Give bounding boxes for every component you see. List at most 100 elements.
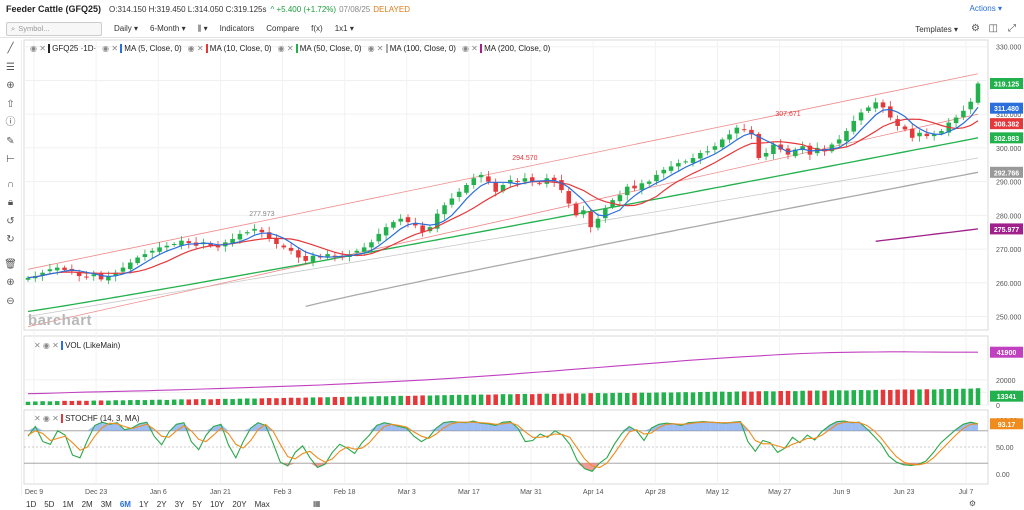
volume-bar	[486, 394, 491, 405]
legend-ma200-label: MA (200, Close, 0)	[480, 44, 551, 53]
stoch-value-tag-bg	[990, 418, 1023, 430]
volume-bar	[515, 394, 520, 405]
range-button-1m[interactable]: 1M	[62, 499, 74, 509]
candle-body	[398, 218, 403, 222]
volume-bar	[522, 393, 528, 405]
range-button-3m[interactable]: 3M	[100, 499, 112, 509]
range-button-max[interactable]: Max	[254, 499, 270, 509]
range-button-3y[interactable]: 3Y	[174, 499, 185, 509]
chart-svg[interactable]: 277.973 294.570 307.671 250.000 260.000 270.…	[0, 0, 1024, 498]
candle-body	[106, 276, 111, 281]
volume-bar	[25, 401, 31, 405]
trendline	[27, 157, 979, 317]
compare-button[interactable]: Compare	[266, 24, 300, 33]
arrow-up-icon[interactable]: ⇧	[6, 98, 15, 110]
legend-ma5[interactable]: ◉ ✕ MA (5, Close, 0)	[102, 44, 182, 53]
camera-icon[interactable]: ◫	[988, 23, 998, 34]
overbought-fill	[666, 423, 674, 431]
volume-bar	[354, 396, 360, 405]
zoom-in-icon[interactable]: ⊕	[6, 277, 15, 288]
pencil-icon[interactable]: ✎	[6, 135, 15, 147]
candle-body	[493, 182, 498, 192]
gear-icon[interactable]: ⚙	[971, 23, 980, 34]
trash-icon[interactable]: 🗑︎	[4, 258, 17, 270]
magnet-icon[interactable]: ∩	[6, 178, 15, 190]
range-button-10y[interactable]: 10Y	[210, 499, 225, 509]
crosshair-icon[interactable]: ⊕	[6, 80, 15, 91]
templates-button[interactable]: Templates ▾	[915, 25, 958, 34]
volume-bar	[303, 397, 308, 405]
line-tool-icon[interactable]: ╱	[7, 43, 14, 54]
zoom-out-icon[interactable]: ⊖	[6, 295, 15, 307]
overbought-fill	[844, 421, 852, 431]
candle-body	[559, 180, 564, 191]
range-button-2y[interactable]: 2Y	[156, 499, 167, 509]
candle-body	[25, 277, 31, 280]
range-button-5d[interactable]: 5D	[44, 499, 55, 509]
candle-body	[975, 83, 981, 103]
symbol-search-input[interactable]: ⌕ Symbol...	[6, 21, 102, 36]
volume-bar	[149, 399, 155, 405]
fib-tool-icon[interactable]: ☰	[6, 61, 15, 73]
candle-body	[741, 129, 747, 131]
range-button-5y[interactable]: 5Y	[192, 499, 203, 509]
volume-bar	[142, 400, 148, 405]
candle-body	[420, 225, 425, 233]
info-icon[interactable]: ⓘ	[5, 117, 16, 128]
candle-body	[325, 254, 330, 257]
interval-dropdown[interactable]: Daily ▾	[114, 24, 138, 33]
volume-bar	[288, 397, 294, 405]
candle-body	[281, 245, 287, 248]
volume-bar	[939, 389, 944, 405]
legend-ma50[interactable]: ◉ ✕ MA (50, Close, 0)	[278, 44, 362, 53]
candle-body	[157, 247, 162, 252]
volume-bar	[157, 399, 162, 405]
candle-body	[354, 250, 360, 253]
range-button-1d[interactable]: 1D	[26, 499, 37, 509]
indicators-button[interactable]: Indicators	[219, 24, 255, 33]
candle-body	[771, 144, 776, 154]
candle-body	[917, 132, 922, 137]
overbought-fill	[480, 423, 489, 431]
volume-bar	[508, 394, 513, 405]
range-dropdown[interactable]: 6-Month ▾	[150, 24, 186, 33]
measure-icon[interactable]: ⊢	[6, 154, 15, 165]
y-tick-label: 290.000	[996, 180, 1021, 187]
stoch-legend[interactable]: ✕ ◉ ✕ STOCHF (14, 3, MA)	[34, 414, 140, 423]
volume-bar	[201, 399, 206, 405]
range-button-2m[interactable]: 2M	[81, 499, 93, 509]
range-button-20y[interactable]: 20Y	[232, 499, 247, 509]
layout-dropdown[interactable]: 1x1 ▾	[335, 24, 354, 33]
candle-body	[588, 211, 593, 228]
function-button[interactable]: f(x)	[311, 24, 323, 33]
overbought-fill	[621, 426, 630, 431]
templates-label: Templates	[915, 25, 952, 34]
legend-ma10[interactable]: ◉ ✕ MA (10, Close, 0)	[188, 44, 272, 53]
range-button-1y[interactable]: 1Y	[138, 499, 149, 509]
x-tick-label: Feb 3	[274, 489, 292, 496]
eye-icon: ◉ ✕	[187, 44, 206, 53]
vol-tick-label: 0	[996, 403, 1000, 410]
chart-type-dropdown[interactable]: ⫼ ▾	[198, 24, 208, 34]
volume-bar	[281, 397, 287, 405]
range-button-6m[interactable]: 6M	[119, 499, 131, 509]
volume-bar	[442, 395, 447, 405]
undo-icon[interactable]: ↺	[6, 215, 15, 227]
legend-ma200[interactable]: ◉ ✕ MA (200, Close, 0)	[462, 44, 551, 53]
oversold-fill	[324, 463, 333, 465]
lock-icon[interactable]: 🔒︎	[7, 197, 14, 208]
legend-ma100[interactable]: ◉ ✕ MA (100, Close, 0)	[368, 44, 456, 53]
legend-symbol[interactable]: ◉ ✕ GFQ25 ·1D·	[30, 44, 97, 53]
volume-legend[interactable]: ✕ ◉ ✕ VOL (LikeMain)	[34, 341, 121, 350]
calendar-icon[interactable]: ▦	[313, 499, 321, 508]
redo-icon[interactable]: ↻	[6, 234, 15, 245]
volume-bar	[654, 392, 659, 405]
actions-menu[interactable]: Actions ▾	[970, 4, 1002, 13]
settings-icon[interactable]: ⚙	[968, 499, 976, 508]
volume-bar	[756, 391, 762, 405]
volume-bar	[785, 390, 791, 405]
volume-bar	[866, 390, 871, 405]
expand-icon[interactable]: ⤢	[1008, 23, 1016, 34]
volume-bar	[844, 390, 849, 405]
candle-body	[888, 106, 893, 118]
